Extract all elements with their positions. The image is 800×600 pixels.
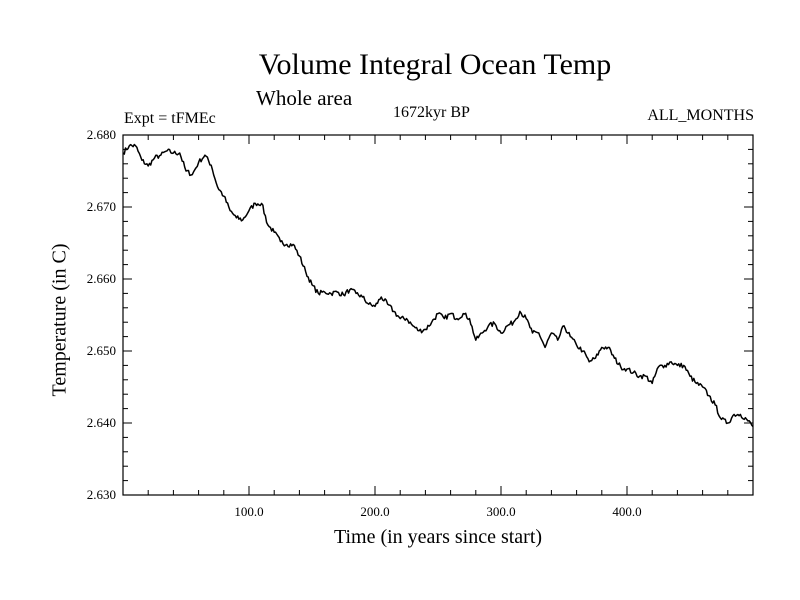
experiment-label: Expt = tFMEc bbox=[124, 110, 216, 127]
y-tick-label: 2.650 bbox=[87, 343, 116, 358]
x-tick-label: 100.0 bbox=[234, 504, 263, 519]
x-tick-label: 300.0 bbox=[486, 504, 515, 519]
chart-subtitle: Whole area bbox=[256, 86, 353, 110]
series-line bbox=[122, 143, 754, 428]
axis-ticks bbox=[123, 135, 753, 495]
chart-title: Volume Integral Ocean Temp bbox=[258, 48, 612, 81]
x-tick-label: 400.0 bbox=[612, 504, 641, 519]
y-tick-label: 2.670 bbox=[87, 199, 116, 214]
x-tick-label: 200.0 bbox=[360, 504, 389, 519]
period-label: 1672kyr BP bbox=[393, 104, 470, 121]
y-tick-label: 2.640 bbox=[87, 415, 116, 430]
plot-area-frame bbox=[122, 134, 754, 496]
y-tick-label: 2.630 bbox=[87, 487, 116, 502]
axis-tick-labels: 100.0 200.0 300.0 400.0 2.630 2.640 2.650 2.660… bbox=[87, 127, 642, 519]
y-tick-label: 2.660 bbox=[87, 271, 116, 286]
months-label: ALL_MONTHS bbox=[647, 107, 754, 124]
x-axis-label: Time (in years since start) bbox=[333, 526, 543, 548]
y-tick-label: 2.680 bbox=[87, 127, 116, 142]
